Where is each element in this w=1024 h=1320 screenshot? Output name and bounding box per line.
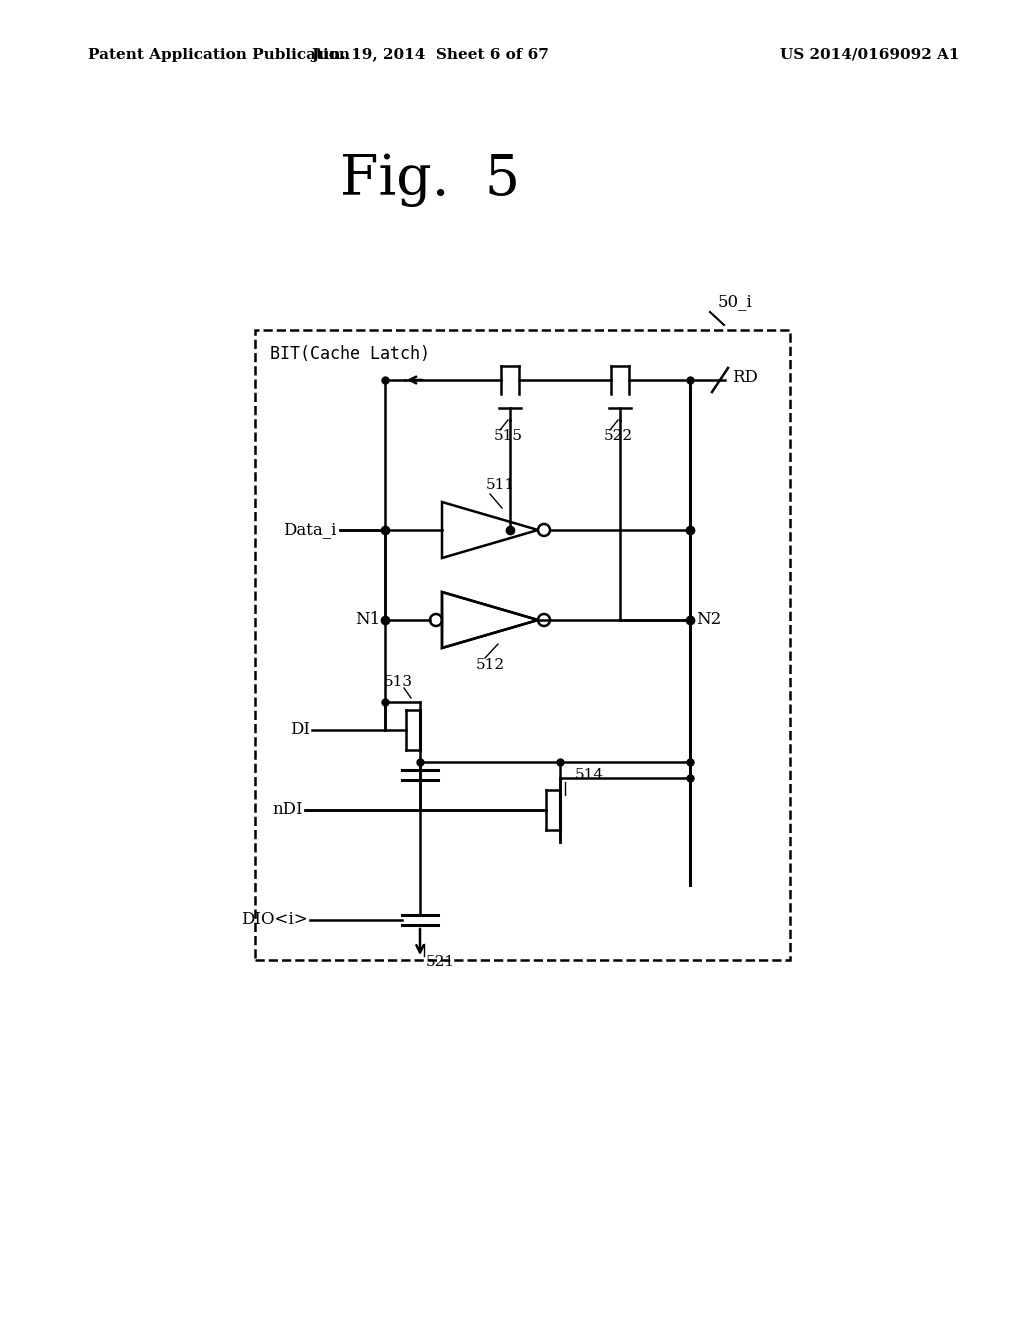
Text: 515: 515 [494,429,522,444]
Text: DIO<i>: DIO<i> [242,912,308,928]
Text: US 2014/0169092 A1: US 2014/0169092 A1 [780,48,959,62]
Text: 512: 512 [475,657,505,672]
Text: Data_i: Data_i [283,521,336,539]
Text: 513: 513 [384,675,413,689]
Text: BIT(Cache Latch): BIT(Cache Latch) [270,345,430,363]
Text: DI: DI [290,722,310,738]
Text: 521: 521 [426,954,455,969]
Text: 50_i: 50_i [718,293,753,310]
Text: N1: N1 [354,611,380,628]
Text: 522: 522 [603,429,633,444]
Text: 514: 514 [575,768,604,781]
Text: Fig.  5: Fig. 5 [340,153,520,207]
Text: 511: 511 [485,478,515,492]
Text: Patent Application Publication: Patent Application Publication [88,48,350,62]
Text: nDI: nDI [272,801,303,818]
Text: Jun. 19, 2014  Sheet 6 of 67: Jun. 19, 2014 Sheet 6 of 67 [311,48,549,62]
Text: RD: RD [732,370,758,387]
Text: N2: N2 [696,611,721,628]
